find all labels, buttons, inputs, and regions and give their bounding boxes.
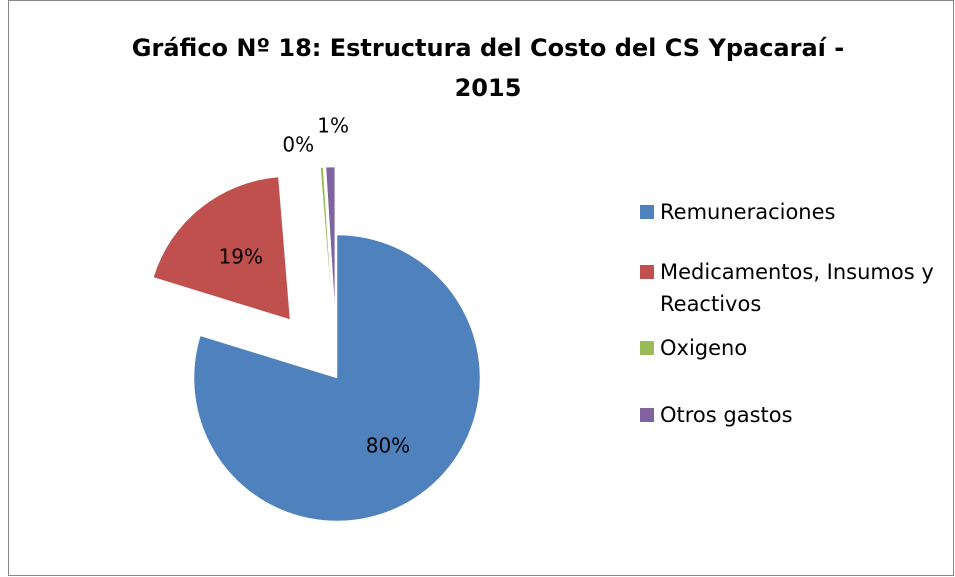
legend-item: Oxigeno	[640, 332, 940, 364]
legend-item: Otros gastos	[640, 399, 940, 431]
legend-label: Remuneraciones	[660, 200, 836, 224]
legend-item: Medicamentos, Insumos y Reactivos	[640, 256, 950, 320]
data-label: 19%	[219, 245, 263, 269]
data-label: 0%	[282, 133, 314, 157]
chart-title: Gráfico Nº 18: Estructura del Costo del …	[131, 34, 845, 102]
legend-label: Oxigeno	[660, 336, 748, 360]
legend-swatch	[640, 408, 654, 422]
legend-label: Otros gastos	[660, 403, 793, 427]
pie-slice	[320, 167, 333, 311]
legend-label: Medicamentos, Insumos y Reactivos	[660, 260, 934, 316]
legend-swatch	[640, 265, 654, 279]
chart-border	[8, 0, 954, 576]
data-label: 1%	[317, 114, 349, 138]
data-label: 80%	[366, 434, 410, 458]
pie-slice	[153, 176, 291, 320]
legend-swatch	[640, 341, 654, 355]
pie-slice	[193, 234, 481, 522]
legend-swatch	[640, 205, 654, 219]
legend: Remuneraciones Medicamentos, Insumos y Re…	[640, 196, 940, 431]
pie-slice	[325, 166, 336, 311]
legend-item: Remuneraciones	[640, 196, 940, 228]
